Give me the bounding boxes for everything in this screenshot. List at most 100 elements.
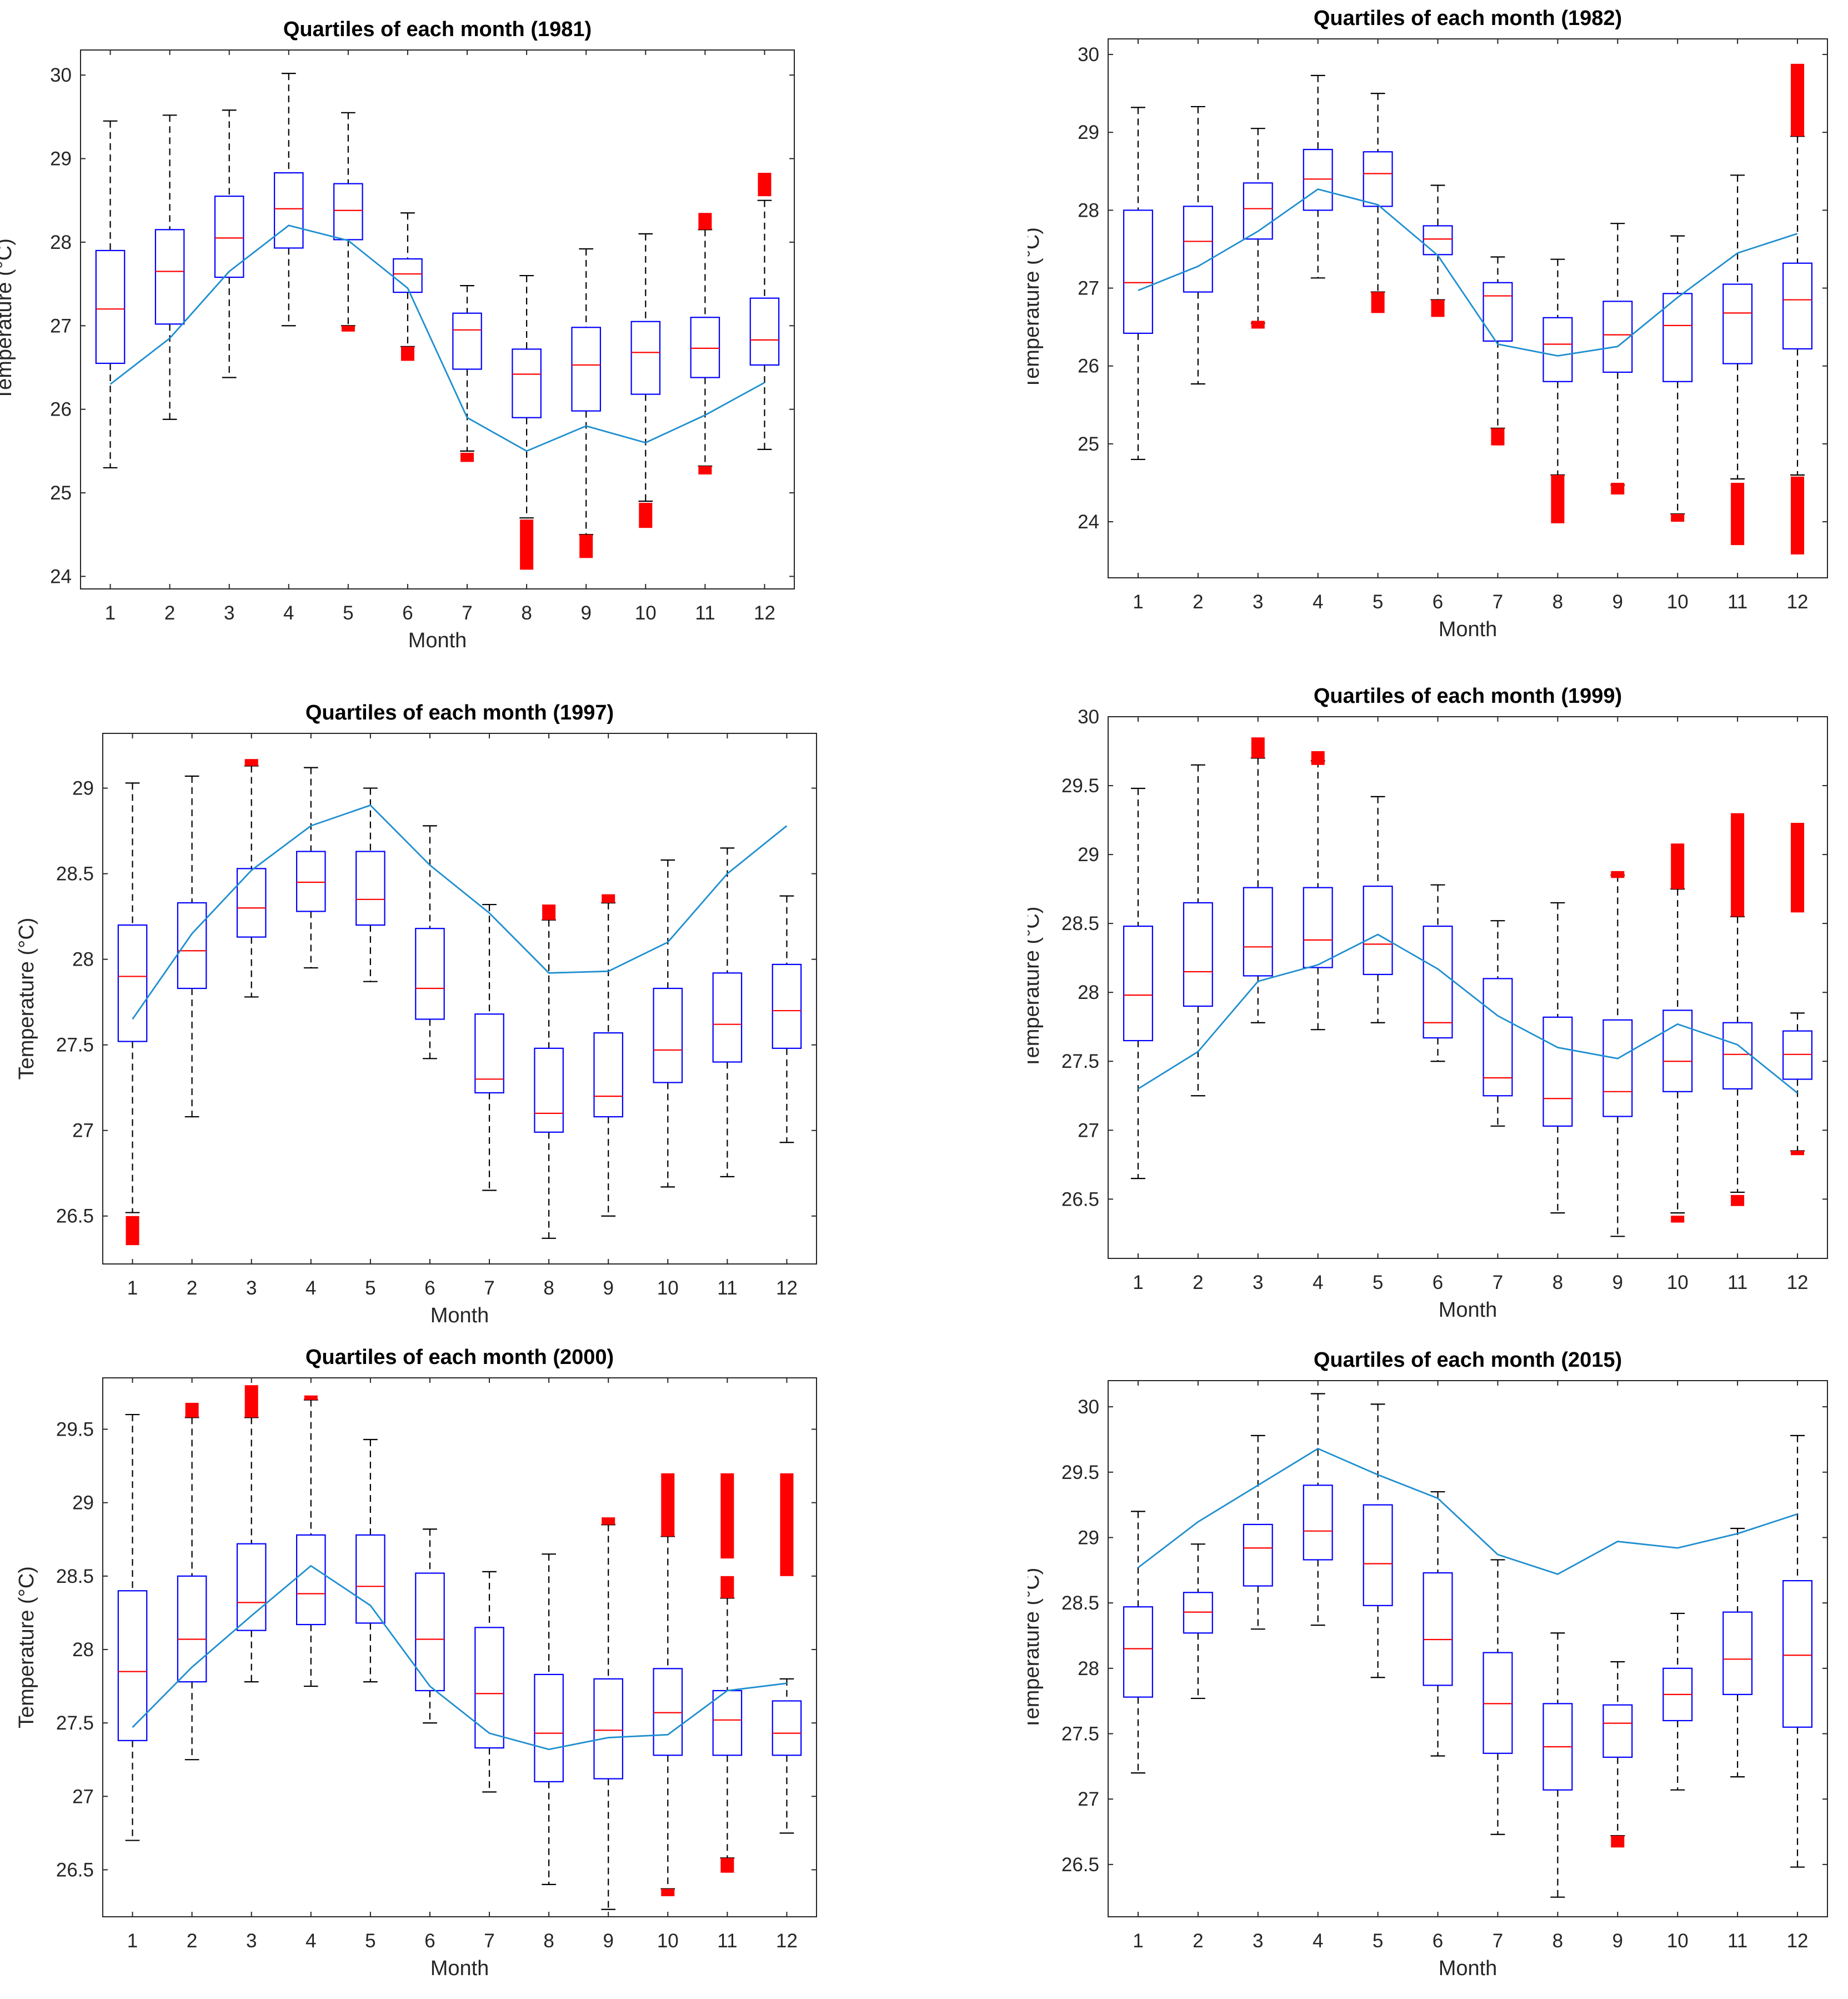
- chart-title: Quartiles of each month (2015): [1314, 1348, 1622, 1372]
- y-tick-label: 25: [50, 482, 72, 504]
- outlier-marker: [1251, 321, 1265, 329]
- iqr-box: [415, 1572, 445, 1692]
- x-tick-label: 8: [1552, 1272, 1563, 1293]
- series-line: [132, 1565, 787, 1751]
- box-month-4: [1303, 1393, 1333, 1626]
- x-tick-label: 4: [1313, 1272, 1323, 1293]
- y-tick-label: 27: [1078, 1120, 1099, 1141]
- iqr-box: [1602, 301, 1633, 373]
- plot-area: [1108, 38, 1828, 578]
- iqr-box: [1303, 1485, 1333, 1561]
- x-tick-label: 9: [1612, 591, 1623, 613]
- plot-area: [80, 49, 795, 589]
- x-tick-label: 11: [1727, 591, 1747, 613]
- iqr-box: [1483, 282, 1513, 342]
- iqr-box: [1423, 925, 1453, 1039]
- x-tick-label: 10: [1667, 1272, 1689, 1293]
- box-month-1: [1123, 1511, 1153, 1774]
- x-tick-label: 10: [635, 602, 657, 624]
- x-tick-label: 12: [776, 1930, 798, 1952]
- iqr-box: [593, 1678, 624, 1780]
- iqr-box: [772, 1700, 802, 1756]
- iqr-box: [415, 928, 445, 1020]
- iqr-box: [1243, 182, 1273, 240]
- x-tick-label: 7: [462, 602, 472, 624]
- x-tick-label: 2: [1193, 1272, 1203, 1293]
- box-month-9: [1602, 223, 1633, 486]
- x-tick-label: 2: [187, 1277, 197, 1299]
- outlier-marker: [639, 503, 653, 528]
- box-month-3: [1243, 757, 1273, 1023]
- chart-1982: 24 25 26 27 28 29 30 1 2 3 4 5 6 7 8 9 10 11 12 Quartiles o…: [1028, 0, 1844, 667]
- y-tick-label: 27.5: [56, 1712, 94, 1734]
- chart-1997: 26.5 27 27.5 28 28.5 29 1 2 3 4 5 6 7 8 9 10 11 12 Quartil…: [0, 675, 830, 1342]
- iqr-box: [1243, 887, 1273, 977]
- y-tick-label: 27.5: [56, 1035, 94, 1056]
- outlier-marker: [1611, 1836, 1625, 1848]
- x-tick-label: 3: [1253, 1930, 1263, 1952]
- outlier-marker: [720, 1473, 734, 1559]
- x-tick-label: 8: [1552, 1930, 1563, 1952]
- iqr-box: [1303, 887, 1333, 968]
- box-month-4: [1303, 74, 1333, 279]
- box-month-3: [1243, 1435, 1273, 1630]
- x-tick-label: 5: [1373, 1272, 1383, 1293]
- box-month-6: [415, 1528, 445, 1724]
- box-month-1: [95, 120, 126, 469]
- y-tick-label: 24: [50, 566, 72, 587]
- iqr-box: [1662, 1010, 1693, 1092]
- iqr-box: [512, 348, 542, 418]
- x-tick-label: 11: [717, 1277, 737, 1299]
- y-tick-label: 26: [1078, 356, 1099, 377]
- y-tick-label: 29: [1078, 844, 1099, 866]
- outlier-marker: [758, 173, 772, 197]
- iqr-box: [1542, 317, 1573, 382]
- y-tick-label: 29.5: [1061, 1462, 1099, 1483]
- iqr-box: [452, 312, 482, 370]
- box-month-7: [474, 1571, 504, 1793]
- box-month-4: [296, 767, 326, 969]
- x-tick-label: 7: [484, 1930, 494, 1952]
- x-tick-label: 4: [1313, 591, 1323, 613]
- box-month-6: [1423, 1491, 1453, 1757]
- box-month-7: [452, 284, 482, 452]
- outlier-marker: [341, 326, 355, 332]
- outlier-marker: [400, 346, 414, 361]
- box-month-3: [214, 109, 244, 378]
- y-tick-label: 26.5: [56, 1206, 94, 1227]
- iqr-box: [1542, 1016, 1573, 1127]
- iqr-box: [1183, 902, 1213, 1007]
- iqr-box: [690, 317, 720, 378]
- outlier-marker: [244, 759, 258, 766]
- outlier-marker: [520, 519, 534, 570]
- x-tick-label: 10: [657, 1277, 679, 1299]
- x-tick-label: 4: [1313, 1930, 1323, 1952]
- outlier-marker: [720, 1858, 734, 1873]
- outlier-marker: [1791, 823, 1805, 913]
- chart-2000: 26.5 27 27.5 28 28.5 29 29.5 1 2 3 4 5 6 7 8 9 10 11 12 Qua…: [0, 1336, 830, 1997]
- x-tick-label: 9: [1612, 1272, 1623, 1293]
- x-tick-label: 12: [1787, 1272, 1809, 1293]
- iqr-box: [214, 196, 244, 278]
- y-tick-label: 29: [72, 1492, 94, 1514]
- iqr-box: [1782, 262, 1813, 349]
- box-month-6: [393, 212, 423, 347]
- y-axis-label: Temperature (°C): [15, 918, 38, 1080]
- outlier-marker: [304, 1395, 318, 1400]
- plot-area: [102, 1377, 817, 1917]
- x-tick-label: 4: [306, 1277, 316, 1299]
- box-month-1: [117, 1413, 148, 1841]
- x-tick-label: 2: [1193, 1930, 1203, 1952]
- box-month-10: [630, 233, 661, 502]
- box-month-12: [1782, 1435, 1813, 1868]
- iqr-box: [1303, 148, 1333, 211]
- iqr-box: [593, 1032, 624, 1118]
- box-month-7: [1483, 1559, 1513, 1835]
- outlier-marker: [1491, 428, 1505, 446]
- iqr-box: [1782, 1580, 1813, 1728]
- outlier-marker: [602, 1517, 615, 1525]
- series-line: [132, 804, 788, 1020]
- y-tick-label: 28.5: [1061, 913, 1099, 934]
